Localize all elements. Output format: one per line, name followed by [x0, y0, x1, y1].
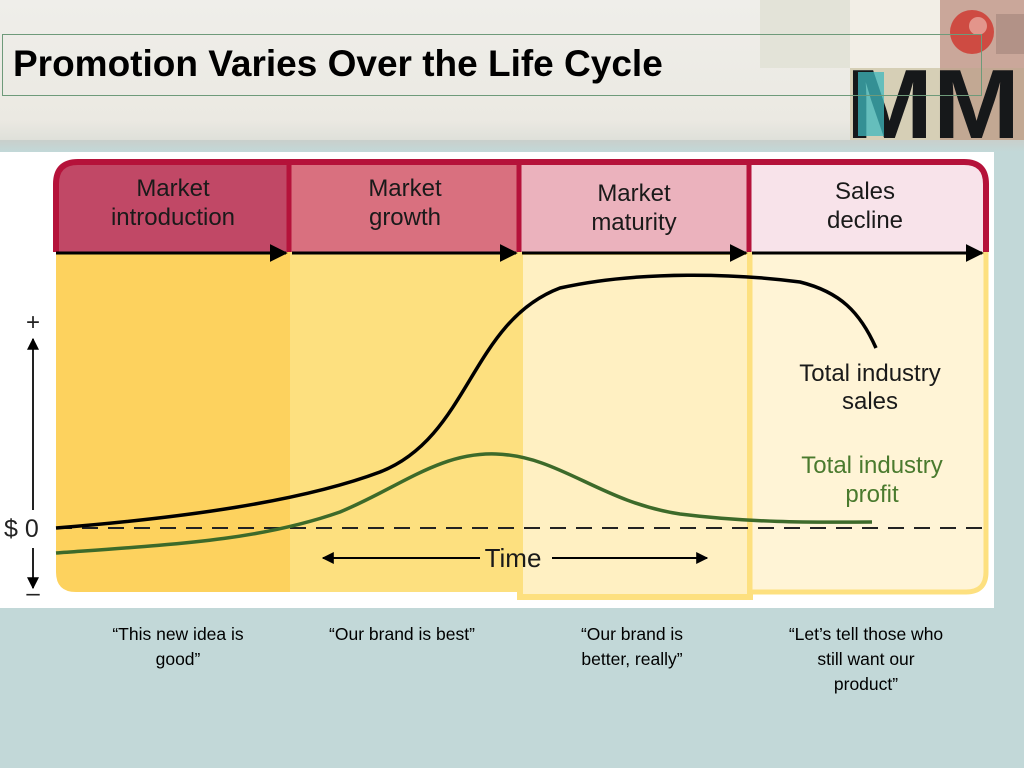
total-industry-profit-curve	[55, 452, 873, 555]
header-shadow	[0, 140, 1024, 152]
axis-zero-label: $ 0	[4, 515, 39, 543]
caption-introduction-line1: “This new idea is	[112, 624, 244, 644]
stage-label-maturity-line2: maturity	[591, 209, 676, 236]
panel-decline	[747, 249, 989, 595]
profit-label-line1: Total industry	[801, 452, 942, 479]
stage-header-introduction	[56, 162, 290, 252]
profit-label-line2: profit	[845, 481, 899, 508]
caption-decline: “Let’s tell those who still want our pro…	[754, 622, 978, 697]
stage-label-maturity-line1: Market	[597, 180, 671, 207]
caption-decline-line3: product”	[833, 674, 899, 694]
panel-growth	[290, 252, 520, 592]
stage-label-decline-line2: decline	[827, 207, 903, 234]
stage-label-decline-line1: Sales	[835, 178, 895, 205]
stage-label-growth-line2: growth	[369, 204, 441, 231]
caption-growth: “Our brand is best”	[292, 622, 512, 647]
panel-introduction	[56, 252, 290, 592]
stage-header-growth	[290, 162, 520, 252]
sales-label-line1: Total industry	[799, 360, 940, 387]
axis-plus-label: +	[26, 309, 40, 336]
life-cycle-diagram: Market introduction Market growth Market…	[0, 152, 994, 608]
panel-maturity	[517, 249, 753, 600]
page-title: Promotion Varies Over the Life Cycle	[13, 43, 663, 84]
stage-header-maturity	[520, 162, 750, 252]
stage-label-growth-line1: Market	[368, 175, 442, 202]
caption-maturity-line2: better, really”	[581, 649, 683, 669]
total-industry-sales-curve	[55, 273, 878, 530]
caption-introduction: “This new idea is good”	[78, 622, 278, 672]
caption-decline-line2: still want our	[817, 649, 915, 669]
stage-label-introduction-line1: Market	[136, 175, 210, 202]
stage-header-decline	[750, 162, 986, 252]
axis-minus-label: –	[26, 580, 40, 607]
stage-label-introduction-line2: introduction	[111, 204, 235, 231]
caption-introduction-line2: good”	[155, 649, 201, 669]
sales-label-line2: sales	[842, 388, 898, 415]
time-label: Time	[485, 543, 542, 573]
caption-maturity-line1: “Our brand is	[580, 624, 684, 644]
title-box: Promotion Varies Over the Life Cycle	[2, 34, 982, 96]
caption-decline-line1: “Let’s tell those who	[788, 624, 944, 644]
caption-growth-line1: “Our brand is best”	[329, 624, 475, 644]
caption-maturity: “Our brand is better, really”	[532, 622, 732, 672]
